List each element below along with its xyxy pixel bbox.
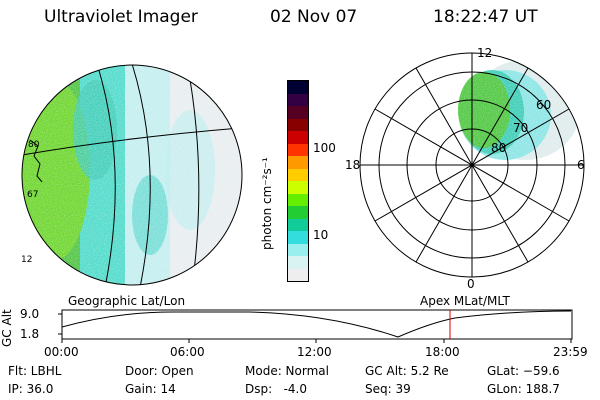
timeline-x-tick: 12:00 [297, 345, 332, 359]
header-date: 02 Nov 07 [270, 7, 358, 27]
timeline-x-tick: 06:00 [170, 345, 205, 359]
colorbar-segment [288, 243, 308, 256]
colorbar-segment [288, 268, 308, 281]
timeline-y-tick: 9.0 [20, 307, 40, 321]
mlt-label-18: 18 [345, 158, 361, 172]
status-mode: Mode: Normal [245, 364, 329, 378]
colorbar-segment [288, 168, 308, 181]
timeline-x-tick: 00:00 [44, 345, 79, 359]
colorbar-segment [288, 156, 308, 169]
geo-grid-lines [22, 65, 241, 285]
status-gain: Gain: 14 [125, 382, 176, 396]
colorbar-segment [288, 206, 308, 219]
app-title: Ultraviolet Imager [44, 7, 198, 27]
geo-emission [22, 65, 242, 285]
colorbar-segment [288, 256, 308, 269]
colorbar-segment [288, 81, 308, 94]
status-dsp: Dsp: -4.0 [245, 382, 308, 396]
colorbar-segment [288, 143, 308, 156]
polar-grid [359, 52, 585, 278]
status-glat: GLat: −59.6 [487, 364, 560, 378]
mlat-label-80: 80 [491, 141, 507, 155]
colorbar-unit-label: photon cm⁻²s⁻¹ [260, 157, 274, 250]
colorbar-segment [288, 106, 308, 119]
status-filter: Flt: LBHL [8, 364, 62, 378]
geo-frame [21, 64, 243, 286]
mlt-label-12: 12 [477, 46, 493, 60]
status-gc-alt: GC Alt: 5.2 Re [365, 364, 449, 378]
colorbar-segment [288, 193, 308, 206]
geo-edge-label: 12 [21, 255, 33, 265]
timeline-x-tick: 18:00 [425, 345, 460, 359]
geo-edge-label: 67 [27, 190, 39, 200]
geo-panel-label: Geographic Lat/Lon [68, 294, 186, 308]
colorbar-tick: 10 [313, 228, 329, 242]
mlat-label-60: 60 [536, 98, 552, 112]
timeline-ticks [58, 313, 572, 343]
colorbar-segment [288, 181, 308, 194]
altitude-curve [61, 310, 572, 338]
status-glon: GLon: 188.7 [487, 382, 560, 396]
status-seq: Seq: 39 [365, 382, 411, 396]
intensity-colorbar [287, 80, 309, 282]
mlt-label-6: 6 [577, 158, 585, 172]
colorbar-segment [288, 93, 308, 106]
geo-edge-label: 80 [28, 140, 40, 150]
status-ip: IP: 36.0 [8, 382, 54, 396]
timeline-y-tick: 1.8 [20, 327, 40, 341]
status-door: Door: Open [125, 364, 194, 378]
header-time: 18:22:47 UT [433, 7, 538, 27]
polar-emission [440, 53, 584, 170]
colorbar-segment [288, 231, 308, 244]
timeline-y-label-wrap: GC Alt [0, 307, 18, 347]
timeline-x-tick: 23:59 [553, 345, 588, 359]
timeline-frame [61, 309, 573, 340]
timeline-y-label: GC Alt [0, 309, 14, 347]
mlt-label-0: 0 [467, 277, 475, 291]
colorbar-segment [288, 218, 308, 231]
polar-panel-label: Apex MLat/MLT [420, 294, 510, 308]
colorbar-segment [288, 131, 308, 144]
colorbar-segment [288, 118, 308, 131]
mlat-label-70: 70 [513, 121, 529, 135]
colorbar-tick: 100 [313, 141, 336, 155]
